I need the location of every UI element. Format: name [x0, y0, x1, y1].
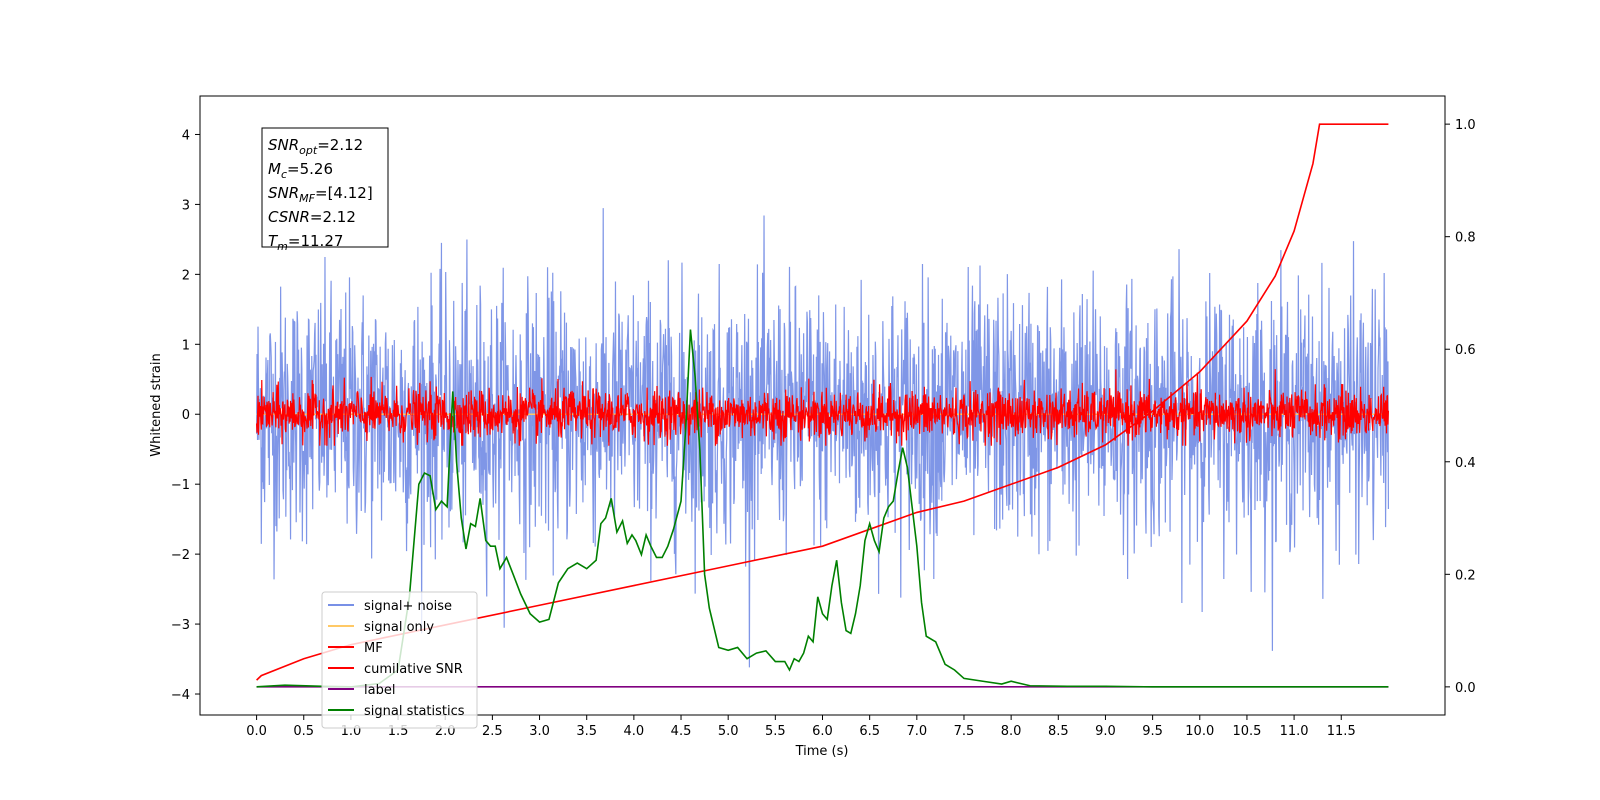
x-tick-label: 0.0 [246, 724, 267, 739]
x-tick-label: 7.5 [954, 724, 975, 739]
x-tick-label: 5.0 [718, 724, 739, 739]
x-tick-label: 3.5 [576, 724, 597, 739]
y2-tick-label: 1.0 [1455, 118, 1476, 133]
info-box-line: CSNR=2.12 [268, 208, 356, 226]
series-line-mf [255, 369, 1390, 446]
legend: signal+ noise signal only MF cumilative SNR… [321, 591, 478, 729]
legend-label-signal-only: signal only [364, 620, 434, 635]
x-tick-label: 11.0 [1280, 724, 1309, 739]
y-tick-label: 1 [182, 338, 190, 353]
x-tick-label: 6.0 [812, 724, 833, 739]
y-tick-label: 4 [182, 128, 190, 143]
x-tick-label: 9.5 [1142, 724, 1163, 739]
y2-tick-label: 0.4 [1455, 456, 1476, 471]
legend-label-cumilative-snr: cumilative SNR [364, 662, 463, 677]
y-tick-label: −2 [171, 548, 190, 563]
y-tick-label: −1 [171, 478, 190, 493]
legend-label-label: label [364, 683, 395, 698]
y2-tick-label: 0.6 [1455, 343, 1476, 358]
x-tick-label: 8.5 [1048, 724, 1069, 739]
x-axis-label: Time (s) [795, 744, 849, 759]
x-tick-label: 11.5 [1327, 724, 1356, 739]
x-tick-label: 7.0 [906, 724, 927, 739]
legend-label-signal-statistics: signal statistics [364, 704, 465, 719]
y2-tick-label: 0.2 [1455, 568, 1476, 583]
x-tick-label: 8.0 [1001, 724, 1022, 739]
x-tick-label: 10.5 [1232, 724, 1261, 739]
y-tick-label: −4 [171, 688, 190, 703]
x-tick-label: 3.0 [529, 724, 550, 739]
x-tick-label: 6.5 [859, 724, 880, 739]
info-box: SNRopt=2.12 Mc=5.26 SNRMF=[4.12] CSNR=2.12 T… [261, 127, 389, 253]
legend-frame [321, 591, 478, 729]
y2-tick-label: 0.8 [1455, 231, 1476, 246]
x-tick-label: 2.5 [482, 724, 503, 739]
info-box-frame [261, 127, 389, 248]
info-box-line: Tm=11.27 [268, 232, 343, 253]
x-tick-label: 9.0 [1095, 724, 1116, 739]
y-tick-label: 3 [182, 198, 190, 213]
info-box-line: SNRopt=2.12 [268, 136, 363, 157]
legend-label-signal-noise: signal+ noise [364, 599, 452, 614]
series-line-signal-statistics [256, 329, 1389, 688]
x-tick-label: 10.0 [1185, 724, 1214, 739]
y-tick-label: 0 [182, 408, 190, 423]
y-tick-label: 2 [182, 268, 190, 283]
y2-tick-label: 0.0 [1455, 681, 1476, 696]
y-tick-label: −3 [171, 618, 190, 633]
legend-label-mf: MF [364, 641, 383, 656]
x-tick-label: 4.5 [671, 724, 692, 739]
info-box-line: Mc=5.26 [268, 160, 333, 181]
x-tick-label: 4.0 [624, 724, 645, 739]
info-box-line: SNRMF=[4.12] [268, 184, 373, 205]
y-axis-label: Whitened strain [149, 353, 164, 456]
x-tick-label: 5.5 [765, 724, 786, 739]
x-tick-label: 0.5 [293, 724, 314, 739]
